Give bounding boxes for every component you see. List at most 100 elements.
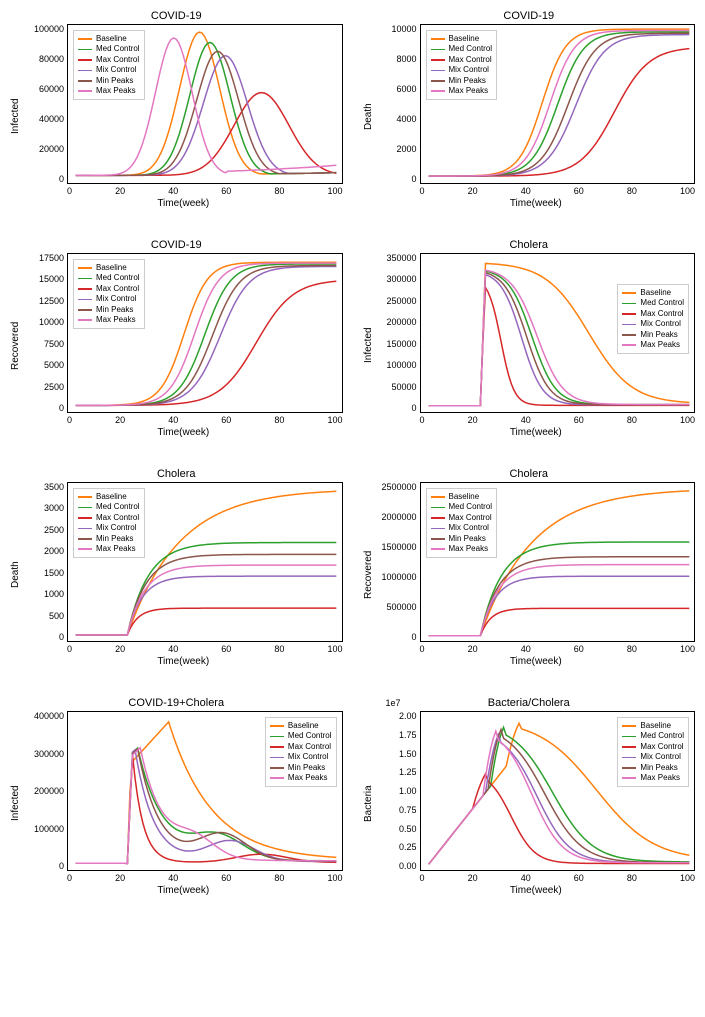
legend: BaselineMed ControlMax ControlMix Contro…	[73, 488, 145, 558]
y-tick-label: 300000	[34, 749, 64, 759]
legend-item: Baseline	[270, 721, 332, 731]
legend-item: Baseline	[431, 34, 493, 44]
x-ticks: 020406080100	[420, 415, 696, 425]
legend-swatch	[78, 517, 92, 519]
legend-item: Min Peaks	[78, 534, 140, 544]
y-tick-label: 4000	[396, 114, 416, 124]
legend-label: Mix Control	[96, 523, 136, 533]
legend-item: Mix Control	[78, 294, 140, 304]
legend-item: Max Peaks	[622, 340, 684, 350]
x-tick-label: 40	[521, 873, 531, 883]
legend-item: Med Control	[622, 298, 684, 308]
y-tick-label: 5000	[44, 360, 64, 370]
legend-label: Med Control	[640, 731, 684, 741]
legend-item: Max Control	[431, 55, 493, 65]
chart-title: COVID-19	[10, 239, 343, 251]
legend-swatch	[622, 777, 636, 779]
series-line	[428, 576, 689, 636]
legend-label: Mix Control	[640, 752, 680, 762]
y-tick-label: 3000	[44, 503, 64, 513]
y-tick-label: 7500	[44, 339, 64, 349]
x-tick-label: 100	[327, 644, 342, 654]
legend-swatch	[78, 288, 92, 290]
plot-area: BaselineMed ControlMax ControlMix Contro…	[420, 253, 696, 413]
legend-label: Med Control	[640, 298, 684, 308]
chart-title: Cholera	[363, 468, 696, 480]
legend-label: Max Peaks	[288, 773, 328, 783]
x-tick-label: 80	[627, 186, 637, 196]
x-tick-label: 60	[574, 186, 584, 196]
legend-swatch	[431, 507, 445, 509]
legend-item: Baseline	[78, 263, 140, 273]
legend-label: Med Control	[449, 44, 493, 54]
legend-item: Baseline	[431, 492, 493, 502]
legend-swatch	[270, 736, 284, 738]
legend-swatch	[78, 299, 92, 301]
y-tick-label: 12500	[39, 296, 64, 306]
y-tick-label: 2000	[44, 546, 64, 556]
legend-label: Max Control	[449, 55, 492, 65]
x-axis-label: Time(week)	[377, 656, 696, 667]
legend-item: Max Control	[78, 55, 140, 65]
x-axis-label: Time(week)	[377, 885, 696, 896]
y-ticks: 25000002000000150000010000005000000	[377, 482, 420, 642]
series-line	[428, 608, 689, 635]
series-line	[76, 608, 337, 635]
legend-item: Med Control	[78, 44, 140, 54]
y-tick-label: 80000	[39, 54, 64, 64]
legend-label: Min Peaks	[96, 76, 133, 86]
y-ticks: 1000080006000400020000	[377, 24, 420, 184]
plot-area: BaselineMed ControlMax ControlMix Contro…	[420, 711, 696, 871]
y-tick-label: 40000	[39, 114, 64, 124]
y-tick-label: 0	[411, 632, 416, 642]
legend-swatch	[78, 59, 92, 61]
legend-label: Baseline	[96, 263, 127, 273]
y-axis-label: Death	[10, 482, 24, 667]
x-tick-label: 60	[574, 644, 584, 654]
y-axis-label: Infected	[10, 711, 24, 896]
y-tick-label: 0.25	[399, 842, 417, 852]
x-tick-label: 100	[327, 415, 342, 425]
legend-swatch	[78, 538, 92, 540]
x-tick-label: 40	[168, 873, 178, 883]
y-tick-label: 500000	[386, 602, 416, 612]
y-tick-label: 100000	[386, 360, 416, 370]
legend-swatch	[431, 70, 445, 72]
y-tick-label: 2500	[44, 525, 64, 535]
y-ticks: 3500300025002000150010005000	[24, 482, 67, 642]
y-tick-label: 10000	[39, 317, 64, 327]
legend-item: Max Peaks	[78, 315, 140, 325]
legend-swatch	[622, 334, 636, 336]
legend-label: Baseline	[449, 492, 480, 502]
y-tick-label: 3500	[44, 482, 64, 492]
legend-label: Min Peaks	[640, 330, 677, 340]
legend-swatch	[622, 767, 636, 769]
x-tick-label: 20	[468, 873, 478, 883]
x-tick-label: 100	[680, 873, 695, 883]
legend-swatch	[431, 548, 445, 550]
legend-swatch	[622, 303, 636, 305]
legend-item: Mix Control	[431, 65, 493, 75]
y-tick-label: 1000000	[381, 572, 416, 582]
y-tick-label: 0.75	[399, 805, 417, 815]
y-axis-label: Recovered	[10, 253, 24, 438]
x-axis-label: Time(week)	[24, 427, 343, 438]
legend-swatch	[270, 725, 284, 727]
chart-panel: COVID-19Recovered17500150001250010000750…	[10, 239, 343, 438]
chart-panel: CholeraRecovered250000020000001500000100…	[363, 468, 696, 667]
legend-swatch	[78, 267, 92, 269]
legend: BaselineMed ControlMax ControlMix Contro…	[73, 30, 145, 100]
x-ticks: 020406080100	[67, 873, 343, 883]
legend-item: Max Control	[622, 309, 684, 319]
x-tick-label: 60	[221, 644, 231, 654]
y-ticks: 100000800006000040000200000	[24, 24, 67, 184]
x-tick-label: 40	[168, 415, 178, 425]
legend-item: Mix Control	[78, 523, 140, 533]
series-line	[428, 565, 689, 636]
chart-panel: COVID-19Infected100000800006000040000200…	[10, 10, 343, 209]
legend-swatch	[270, 767, 284, 769]
y-tick-label: 1.00	[399, 786, 417, 796]
legend: BaselineMed ControlMax ControlMix Contro…	[265, 717, 337, 787]
y-tick-label: 6000	[396, 84, 416, 94]
legend-swatch	[431, 90, 445, 92]
